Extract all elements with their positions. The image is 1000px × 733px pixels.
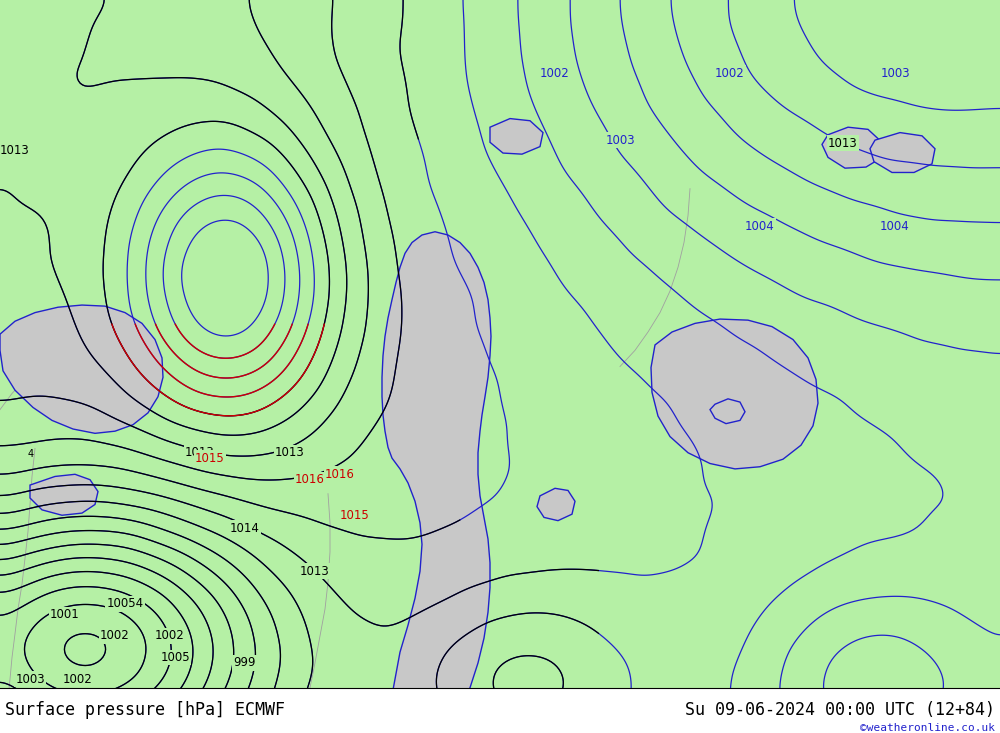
Text: 1013: 1013 (0, 144, 30, 158)
Text: Surface pressure [hPa] ECMWF: Surface pressure [hPa] ECMWF (5, 701, 285, 719)
Text: 1016: 1016 (295, 474, 325, 486)
Text: 1004: 1004 (745, 220, 775, 233)
Text: 1002: 1002 (715, 67, 745, 80)
Text: 1015: 1015 (340, 509, 370, 522)
Text: 4: 4 (28, 449, 34, 459)
Polygon shape (870, 133, 935, 172)
Text: 1015: 1015 (195, 452, 225, 465)
Text: 1014: 1014 (230, 522, 260, 534)
Polygon shape (537, 488, 575, 520)
Polygon shape (0, 305, 163, 433)
Text: ©weatheronline.co.uk: ©weatheronline.co.uk (860, 723, 995, 732)
Text: 1002: 1002 (63, 673, 93, 685)
Polygon shape (490, 119, 543, 154)
Text: 10054: 10054 (106, 597, 144, 610)
Text: 1013: 1013 (230, 522, 260, 534)
Text: Su 09-06-2024 00:00 UTC (12+84): Su 09-06-2024 00:00 UTC (12+84) (685, 701, 995, 719)
Polygon shape (710, 399, 745, 424)
Polygon shape (822, 128, 882, 168)
Text: 1004: 1004 (880, 220, 910, 233)
Text: 1013: 1013 (275, 446, 305, 460)
Polygon shape (30, 474, 98, 515)
Polygon shape (651, 319, 818, 469)
Text: 1003: 1003 (880, 67, 910, 80)
Text: 1013: 1013 (185, 446, 215, 460)
Text: 1016: 1016 (325, 468, 355, 481)
Text: 1005: 1005 (160, 651, 190, 664)
Text: 1002: 1002 (100, 630, 130, 643)
Text: 1002: 1002 (540, 67, 570, 80)
Text: 1003: 1003 (605, 133, 635, 147)
Text: 1002: 1002 (155, 630, 185, 643)
Text: 1003: 1003 (15, 673, 45, 685)
Text: 1001: 1001 (50, 608, 80, 621)
Text: 1013: 1013 (828, 137, 858, 150)
Text: 1013: 1013 (300, 565, 330, 578)
Polygon shape (382, 232, 491, 733)
Bar (0, 688, 1000, 733)
Text: 999: 999 (234, 657, 256, 669)
